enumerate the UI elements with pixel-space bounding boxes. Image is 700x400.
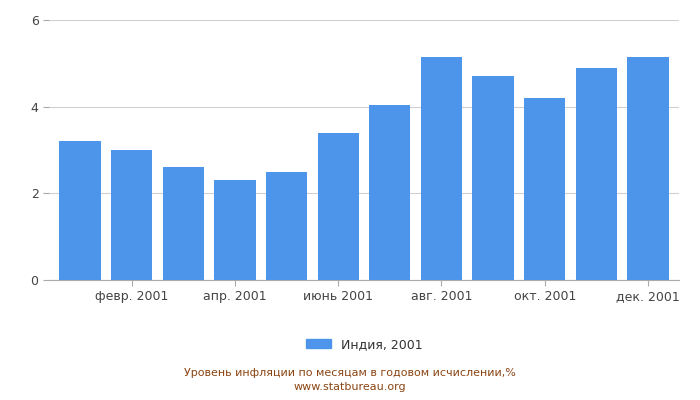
Bar <box>111 150 153 280</box>
Bar <box>60 141 101 280</box>
Text: Уровень инфляции по месяцам в годовом исчислении,%
www.statbureau.org: Уровень инфляции по месяцам в годовом ис… <box>184 368 516 392</box>
Bar <box>473 76 514 280</box>
Bar <box>369 104 410 280</box>
Bar <box>162 167 204 280</box>
Bar <box>524 98 566 280</box>
Bar <box>575 68 617 280</box>
Bar <box>627 57 668 280</box>
Legend: Индия, 2001: Индия, 2001 <box>301 333 427 356</box>
Bar <box>318 133 359 280</box>
Bar <box>421 57 462 280</box>
Bar <box>214 180 256 280</box>
Bar <box>266 172 307 280</box>
